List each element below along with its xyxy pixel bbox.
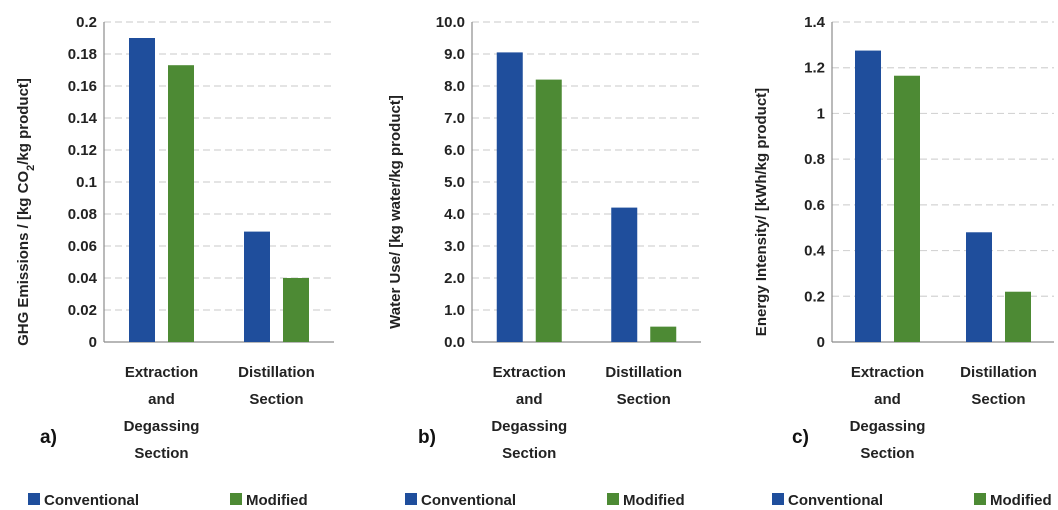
y-tick-label: 0.0: [444, 334, 465, 351]
panel-label: c): [792, 427, 809, 448]
y-tick-label: 3.0: [444, 238, 465, 255]
legend-label-modified: Modified: [623, 492, 685, 509]
y-axis-label: GHG Emissions / [kg CO2/kg product]: [15, 78, 37, 346]
y-tick-label: 2.0: [444, 270, 465, 287]
y-tick-label: 0.12: [68, 142, 97, 159]
bar-conventional-1: [129, 38, 155, 342]
chart-panel-1: 0 0.02 0.04 0.06 0.08 0.1 0.12 0.14 0.16 0.18 0.2 E…: [15, 14, 334, 509]
legend-label-conventional: Conventional: [421, 492, 516, 509]
y-tick-label: 5.0: [444, 174, 465, 191]
y-tick-label: 0.14: [68, 110, 98, 127]
y-axis-label: Energy Intensity/ [kWh/kg product]: [753, 88, 770, 336]
legend-swatch-modified: [607, 493, 619, 505]
panel-label: a): [40, 427, 57, 448]
bar-conventional-2: [244, 231, 270, 342]
bar-conventional-1: [496, 52, 523, 343]
y-tick-label: 0.18: [68, 46, 97, 63]
bar-modified-2: [1005, 291, 1031, 342]
x-category-label: Extraction and Degassing Section: [124, 364, 200, 462]
y-tick-label: 9.0: [444, 46, 465, 63]
bar-conventional-2: [611, 207, 638, 342]
x-category-label: Distillation Section: [238, 364, 315, 408]
chart-panel-3: 0 0.2 0.4 0.6 0.8 1 1.2 1.4 Extraction and Degassi…: [753, 14, 1054, 509]
y-tick-label: 4.0: [444, 206, 465, 223]
y-tick-label: 1: [817, 105, 825, 122]
legend-swatch-conventional: [772, 493, 784, 505]
y-tick-label: 8.0: [444, 78, 465, 95]
y-tick-label: 0.08: [68, 206, 97, 223]
y-axis-label: Water Use/ [kg water/kg product]: [387, 95, 404, 329]
y-tick-label: 0: [817, 334, 825, 351]
legend-label-conventional: Conventional: [44, 492, 139, 509]
y-tick-label: 6.0: [444, 142, 465, 159]
y-tick-label: 0.1: [76, 174, 97, 191]
bar-modified-1: [168, 65, 194, 342]
y-tick-label: 10.0: [436, 14, 465, 31]
y-tick-label: 0.02: [68, 302, 97, 319]
y-tick-label: 0: [89, 334, 97, 351]
legend-label-modified: Modified: [246, 492, 308, 509]
legend-swatch-modified: [230, 493, 242, 505]
chart-panel-2: 0.0 1.0 2.0 3.0 4.0 5.0 6.0 7.0 8.0 9.0 10.0 Extrac…: [387, 14, 701, 509]
y-tick-label: 0.8: [804, 151, 825, 168]
legend-swatch-conventional: [405, 493, 417, 505]
y-tick-label: 0.4: [804, 243, 826, 260]
bar-conventional-2: [966, 232, 992, 342]
legend-swatch-conventional: [28, 493, 40, 505]
y-tick-label: 1.4: [804, 14, 826, 31]
bar-modified-2: [650, 326, 677, 342]
bar-modified-1: [894, 75, 920, 342]
legend-label-modified: Modified: [990, 492, 1052, 509]
legend-label-conventional: Conventional: [788, 492, 883, 509]
y-tick-label: 1.0: [444, 302, 465, 319]
y-tick-label: 1.2: [804, 60, 825, 77]
y-tick-label: 0.06: [68, 238, 97, 255]
bar-conventional-1: [855, 50, 881, 342]
x-category-label: Distillation Section: [605, 364, 682, 408]
panel-label: b): [418, 427, 436, 448]
bar-modified-1: [535, 79, 562, 342]
x-category-label: Extraction and Degassing Section: [491, 364, 567, 462]
y-tick-label: 0.2: [804, 288, 825, 305]
y-tick-label: 0.6: [804, 197, 825, 214]
x-category-label: Distillation Section: [960, 364, 1037, 408]
x-category-label: Extraction and Degassing Section: [850, 364, 926, 462]
bar-modified-2: [283, 278, 309, 342]
y-tick-label: 7.0: [444, 110, 465, 127]
y-tick-label: 0.04: [68, 270, 98, 287]
y-tick-label: 0.2: [76, 14, 97, 31]
y-tick-label: 0.16: [68, 78, 97, 95]
legend-swatch-modified: [974, 493, 986, 505]
